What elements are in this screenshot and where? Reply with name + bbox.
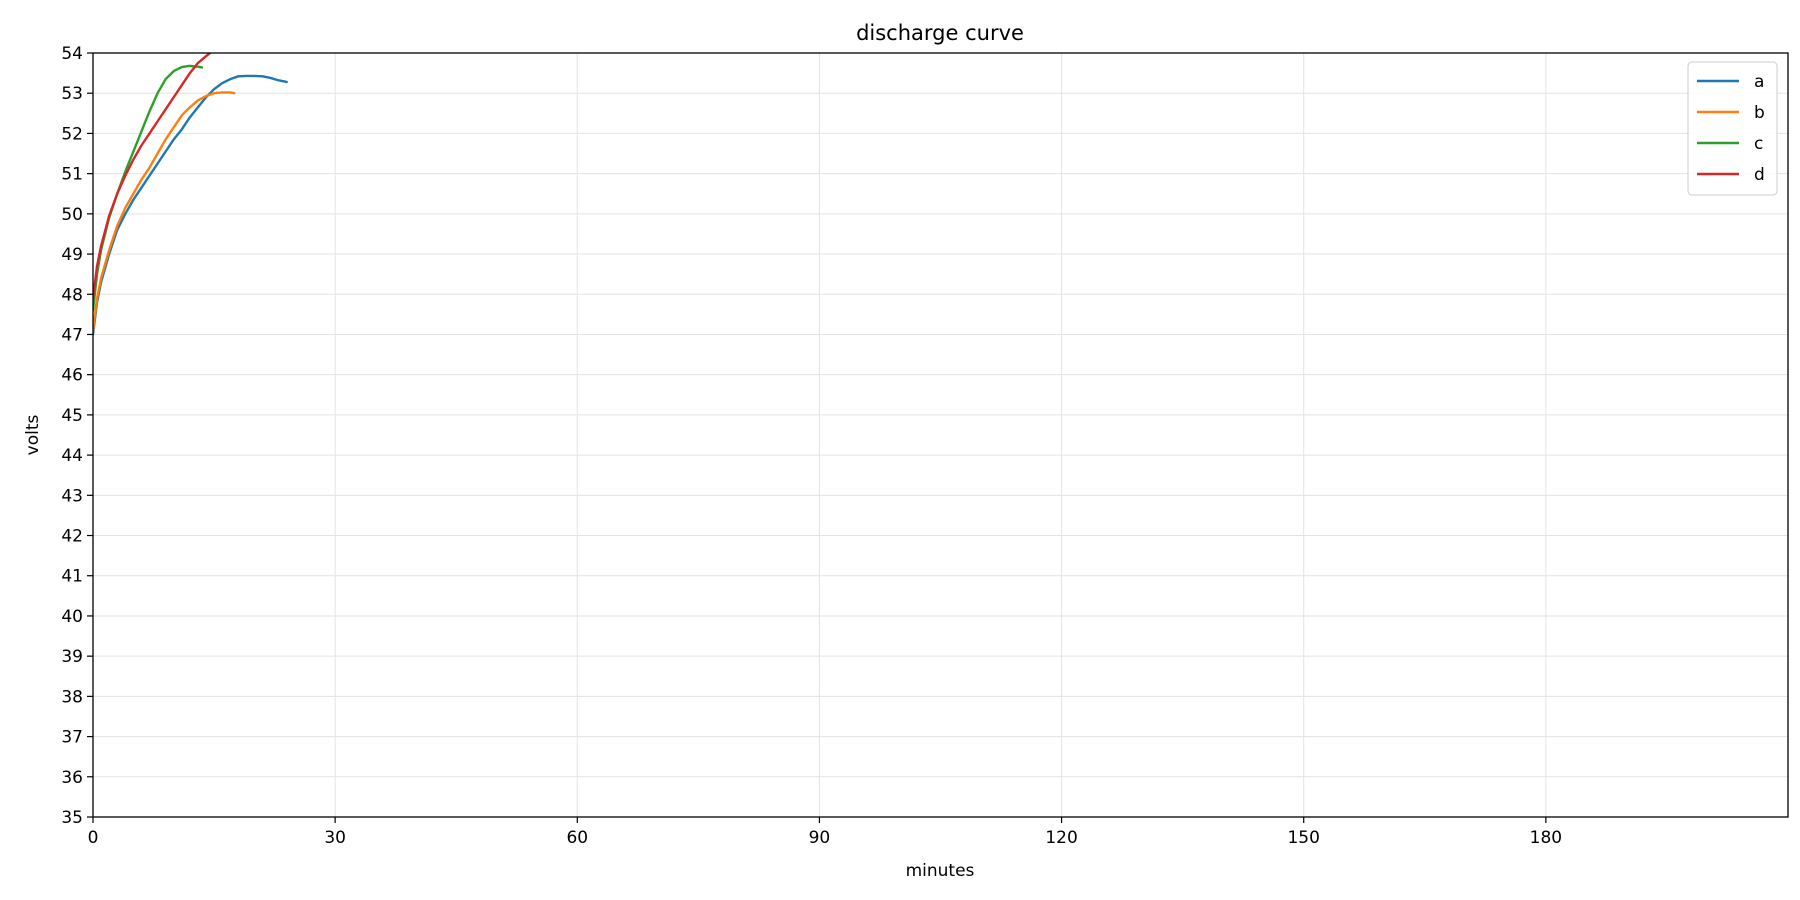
y-tick-label: 52 xyxy=(61,124,83,144)
y-tick-label: 48 xyxy=(61,285,83,305)
x-tick-label: 60 xyxy=(566,828,588,848)
y-tick-label: 51 xyxy=(61,165,83,185)
x-tick-label: 0 xyxy=(88,828,99,848)
x-axis-label: minutes xyxy=(906,861,975,881)
y-tick-label: 37 xyxy=(61,728,83,748)
series-layer xyxy=(93,53,288,336)
y-tick-label: 50 xyxy=(61,205,83,225)
y-tick-label: 46 xyxy=(61,366,83,386)
y-tick-label: 53 xyxy=(61,84,83,104)
chart-title: discharge curve xyxy=(856,21,1024,45)
y-tick-label: 36 xyxy=(61,768,83,788)
x-tick-label: 30 xyxy=(324,828,346,848)
y-tick-label: 45 xyxy=(61,406,83,426)
y-tick-label: 42 xyxy=(61,527,83,547)
y-tick-label: 44 xyxy=(61,446,83,466)
y-tick-label: 39 xyxy=(61,647,83,667)
y-tick-label: 41 xyxy=(61,567,83,587)
x-tick-label: 180 xyxy=(1530,828,1562,848)
y-tick-label: 49 xyxy=(61,245,83,265)
y-tick-label: 47 xyxy=(61,325,83,345)
x-tick-label: 150 xyxy=(1287,828,1319,848)
y-tick-label: 54 xyxy=(61,44,83,64)
y-tick-label: 35 xyxy=(61,808,83,828)
series-line-a xyxy=(93,74,288,336)
legend-label-d: d xyxy=(1754,165,1765,185)
x-tick-label: 90 xyxy=(809,828,831,848)
plot-frame xyxy=(92,52,1789,818)
legend-label-a: a xyxy=(1754,72,1764,92)
y-tick-label: 43 xyxy=(61,486,83,506)
y-tick-label: 38 xyxy=(61,687,83,707)
legend-label-c: c xyxy=(1754,134,1763,154)
y-axis: 35 36 37 38 39 40 41 42 43 44 45 46 47 48 49 50 51 52 53 54 xyxy=(61,44,93,828)
grid-lines xyxy=(92,52,1788,818)
x-axis: 0 30 60 90 120 150 180 xyxy=(88,817,1562,848)
legend-box xyxy=(1687,61,1778,196)
y-axis-label: volts xyxy=(23,415,43,456)
legend-label-b: b xyxy=(1754,103,1765,123)
series-line-d xyxy=(93,53,212,300)
x-tick-label: 120 xyxy=(1045,828,1077,848)
y-tick-label: 40 xyxy=(61,607,83,627)
series-line-b xyxy=(93,91,236,332)
